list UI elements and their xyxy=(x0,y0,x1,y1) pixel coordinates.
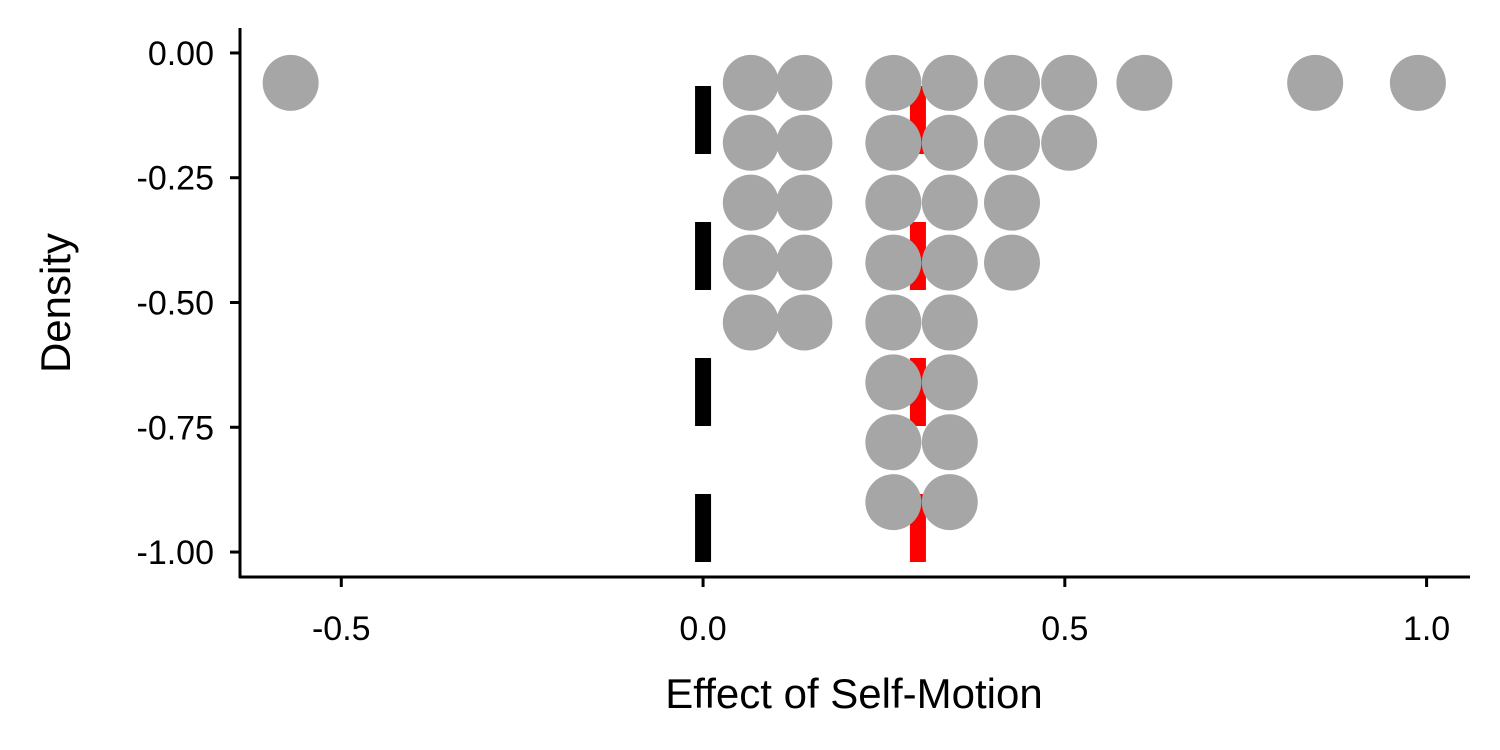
data-point xyxy=(262,54,319,111)
data-point xyxy=(865,234,922,291)
data-point xyxy=(776,234,833,291)
data-point xyxy=(722,174,779,231)
y-tick-label: -0.75 xyxy=(137,409,215,447)
y-tick-label: -0.50 xyxy=(137,285,215,323)
y-tick-label: -1.00 xyxy=(137,534,215,572)
data-point xyxy=(865,54,922,111)
y-tick-label: -0.25 xyxy=(137,160,215,198)
data-point xyxy=(722,294,779,351)
axes: -0.5 0.0 0.5 1.0 0.00 -0.25 -0.50 -0.75 -1.00 xyxy=(137,28,1470,648)
y-tick-label: 0.00 xyxy=(148,35,214,73)
data-point xyxy=(921,234,978,291)
data-point xyxy=(865,294,922,351)
data-point xyxy=(865,354,922,411)
x-tick-label: -0.5 xyxy=(312,610,371,648)
x-tick-label: 1.0 xyxy=(1403,610,1450,648)
data-point xyxy=(921,474,978,531)
data-point xyxy=(722,234,779,291)
x-tick-label: 0.0 xyxy=(679,610,726,648)
reference-lines xyxy=(695,28,926,570)
data-point xyxy=(984,174,1041,231)
data-point xyxy=(1287,54,1344,111)
data-point xyxy=(1041,114,1098,171)
data-point xyxy=(921,354,978,411)
data-point xyxy=(776,294,833,351)
data-point xyxy=(776,174,833,231)
data-point xyxy=(722,54,779,111)
data-point xyxy=(776,114,833,171)
data-point xyxy=(1389,54,1446,111)
data-point xyxy=(865,474,922,531)
data-point xyxy=(921,54,978,111)
x-tick-label: 0.5 xyxy=(1041,610,1088,648)
data-point xyxy=(984,234,1041,291)
x-axis-label: Effect of Self-Motion xyxy=(665,670,1042,717)
data-point xyxy=(921,114,978,171)
y-axis-label: Density xyxy=(32,233,79,373)
data-points xyxy=(262,54,1446,531)
data-point xyxy=(776,54,833,111)
data-point xyxy=(1041,54,1098,111)
data-point xyxy=(921,174,978,231)
data-point xyxy=(921,294,978,351)
data-point xyxy=(865,414,922,471)
data-point xyxy=(921,414,978,471)
data-point xyxy=(865,174,922,231)
data-point xyxy=(865,114,922,171)
data-point xyxy=(1116,54,1173,111)
data-point xyxy=(984,114,1041,171)
data-point xyxy=(722,114,779,171)
data-point xyxy=(984,54,1041,111)
